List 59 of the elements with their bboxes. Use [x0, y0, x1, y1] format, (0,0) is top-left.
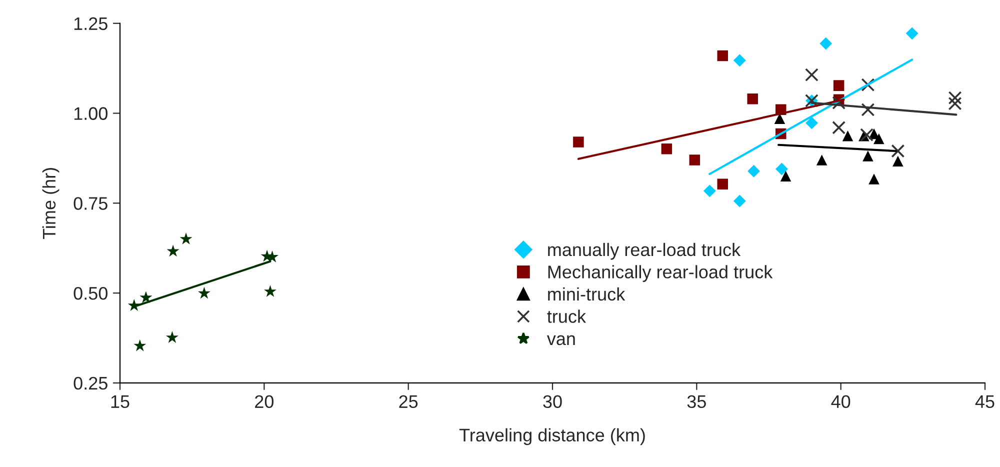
point [733, 194, 746, 208]
point [747, 93, 758, 104]
point [861, 78, 875, 92]
legend-label: van [546, 335, 575, 346]
point [948, 96, 962, 110]
point [862, 150, 874, 162]
y-tick-label: 1.00 [74, 107, 108, 120]
point [806, 116, 818, 130]
x-tick-label: 25 [399, 395, 418, 408]
point [892, 156, 904, 166]
point [134, 339, 146, 352]
point [868, 174, 880, 184]
point [906, 27, 918, 40]
x-tick-label: 30 [543, 395, 562, 408]
point [948, 91, 962, 104]
x-tick-label: 15 [111, 395, 130, 408]
point [689, 154, 700, 166]
point [833, 80, 844, 91]
legend-label: Mechanically rear-load truck [548, 265, 773, 282]
point [874, 133, 884, 144]
point [264, 285, 276, 297]
point [128, 299, 140, 311]
point [816, 154, 828, 166]
point [780, 170, 792, 182]
legend-label: mini-truck [548, 287, 626, 301]
point [140, 291, 152, 304]
y-tick-label: 0.50 [74, 286, 108, 300]
point [166, 244, 180, 257]
y-tick-label: 0.75 [74, 197, 108, 210]
point [703, 184, 716, 198]
x-tick-label: 35 [687, 395, 706, 408]
point [891, 144, 905, 158]
point [832, 96, 846, 110]
x-tick-label: 45 [975, 395, 994, 408]
point [774, 113, 786, 124]
x-axis-title: Traveling distance (km) [459, 428, 645, 446]
point [804, 68, 818, 82]
point [832, 120, 846, 134]
point [842, 130, 854, 142]
legend-label: manually rear-load truck [548, 242, 741, 260]
point [860, 128, 874, 142]
point [776, 162, 788, 176]
point [717, 50, 728, 62]
x-tick-label: 20 [255, 395, 274, 408]
point [573, 136, 584, 148]
y-tick-label: 0.25 [74, 376, 108, 390]
point [820, 37, 832, 50]
y-axis-title: Time (hr) [42, 168, 60, 240]
point [166, 331, 178, 343]
point [748, 164, 760, 178]
point [861, 102, 875, 116]
y-tick-label: 1.25 [74, 17, 108, 30]
point [180, 232, 192, 244]
point [733, 54, 746, 67]
point [717, 178, 728, 190]
x-tick-label: 40 [831, 395, 850, 408]
point [198, 286, 210, 299]
legend-label: truck [547, 310, 586, 323]
point [661, 143, 672, 154]
